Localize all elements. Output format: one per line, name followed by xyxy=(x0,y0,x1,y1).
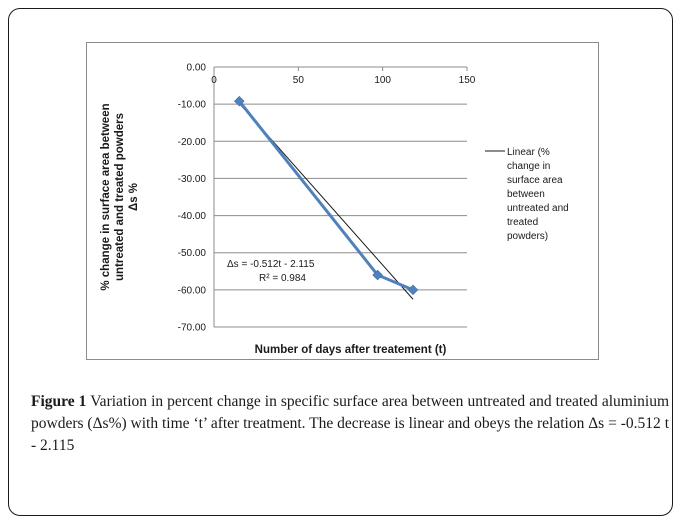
x-tick-label: 100 xyxy=(374,75,391,86)
y-tick-label: -50.00 xyxy=(178,248,207,259)
caption-label: Figure 1 xyxy=(31,393,87,410)
x-axis-title: Number of days after treatement (t) xyxy=(255,344,447,356)
chart-area: 0.00 -10.00 -20.00 -30.00 -40.00 -50.00 -60.00… xyxy=(86,42,599,360)
figure-frame: 0.00 -10.00 -20.00 -30.00 -40.00 -50.00 -60.00… xyxy=(8,8,673,516)
y-axis-title: Δs % xyxy=(128,183,140,211)
y-tick-label: -70.00 xyxy=(178,323,207,334)
chart-svg: 0.00 -10.00 -20.00 -30.00 -40.00 -50.00 -60.00… xyxy=(100,63,569,357)
legend-label: surface area xyxy=(507,175,563,186)
x-tick-label: 150 xyxy=(459,75,476,86)
y-tick-label: -60.00 xyxy=(178,285,207,296)
x-tick-label: 0 xyxy=(211,75,217,86)
x-tick-label: 50 xyxy=(293,75,305,86)
y-axis-title: % change in surface area between xyxy=(100,103,112,290)
y-tick-label: 0.00 xyxy=(187,63,207,74)
legend-label: treated xyxy=(507,217,538,228)
data-point xyxy=(233,95,245,107)
y-tick-label: -10.00 xyxy=(178,100,207,111)
trendline-equation: R² = 0.984 xyxy=(259,273,306,284)
legend-label: untreated and xyxy=(507,203,569,214)
trendline-equation: Δs = -0.512t - 2.115 xyxy=(227,259,315,270)
legend-label: Linear (% xyxy=(507,147,550,158)
data-point xyxy=(407,284,419,296)
y-tick-label: -40.00 xyxy=(178,211,207,222)
figure-caption: Figure 1 Variation in percent change in … xyxy=(31,391,669,457)
y-tick-label: -20.00 xyxy=(178,137,207,148)
legend-label: powders) xyxy=(507,231,548,242)
data-point xyxy=(372,269,383,281)
y-tick-label: -30.00 xyxy=(178,174,207,185)
legend-label: change in xyxy=(507,161,550,172)
caption-text: Variation in percent change in specific … xyxy=(31,393,669,454)
y-axis-title: untreated and treated powders xyxy=(114,113,126,281)
legend-label: between xyxy=(507,189,545,200)
